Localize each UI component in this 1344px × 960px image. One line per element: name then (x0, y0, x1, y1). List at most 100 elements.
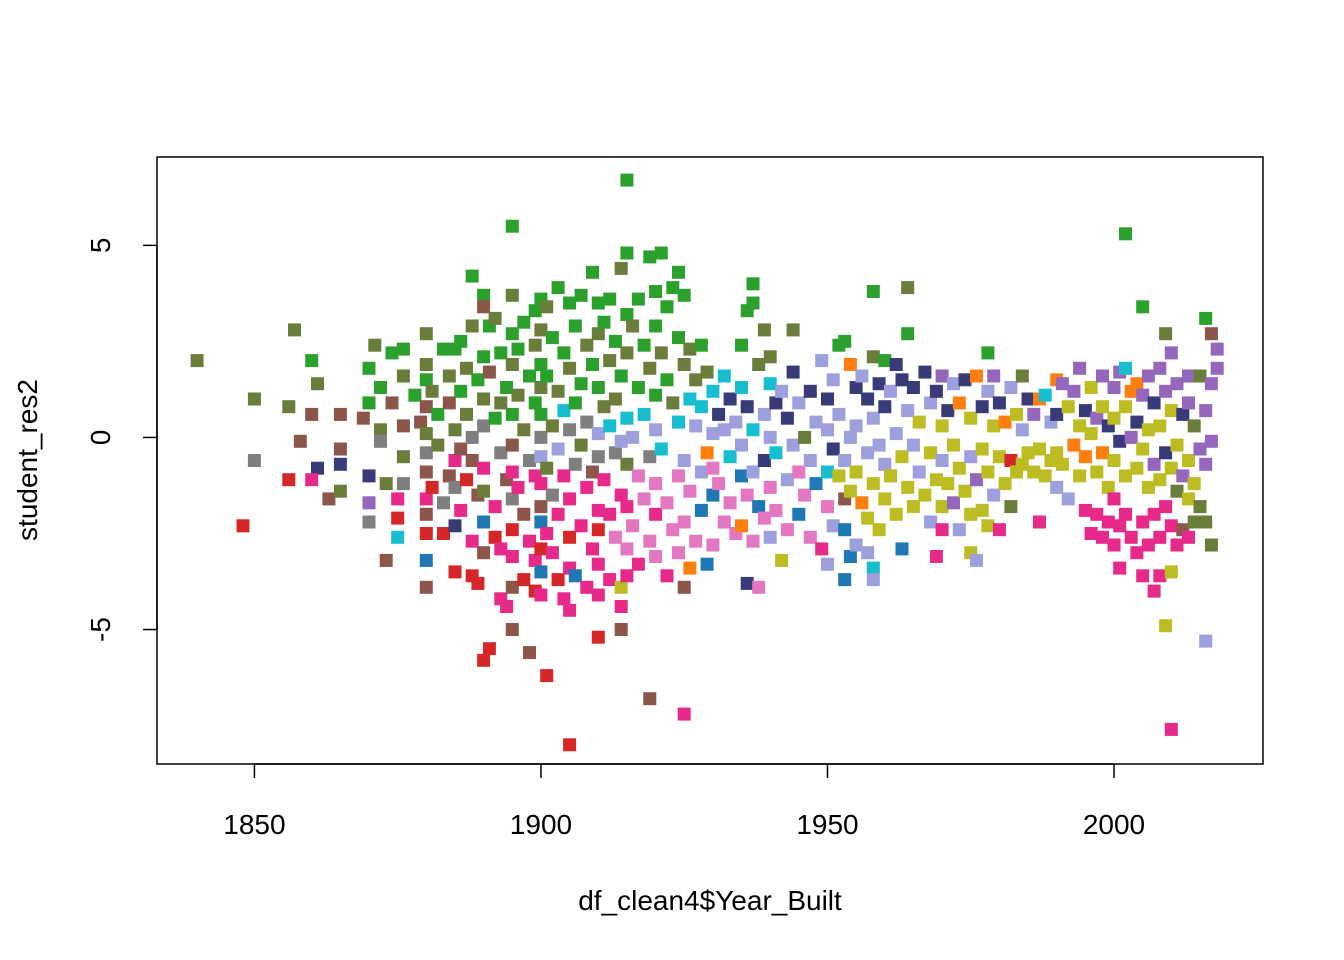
data-point (431, 407, 445, 421)
data-point (1193, 500, 1207, 514)
data-point (528, 553, 542, 567)
data-point (1015, 423, 1029, 437)
data-point (706, 461, 720, 475)
data-point (631, 469, 645, 483)
data-point (929, 550, 943, 563)
data-point (437, 496, 450, 510)
data-point (1119, 361, 1132, 375)
data-point (694, 503, 708, 517)
data-point (614, 580, 628, 594)
data-point (1164, 346, 1178, 360)
data-point (769, 396, 783, 410)
data-point (1199, 457, 1213, 471)
data-point (706, 488, 720, 502)
data-point (958, 484, 972, 498)
data-point (534, 323, 548, 337)
data-point (666, 523, 680, 537)
data-point (866, 477, 880, 491)
data-point (895, 373, 909, 387)
data-point (838, 573, 852, 587)
data-point (305, 473, 319, 487)
data-point (528, 396, 542, 410)
data-point (437, 527, 450, 540)
data-point (775, 384, 789, 398)
data-point (763, 480, 777, 494)
data-point (964, 411, 978, 425)
data-point (471, 373, 485, 387)
data-point (906, 438, 920, 452)
data-point (838, 334, 852, 348)
data-point (694, 400, 708, 414)
data-point (419, 400, 433, 414)
data-point (591, 296, 605, 310)
data-point (649, 507, 663, 521)
data-point (586, 358, 599, 371)
data-point (775, 553, 789, 567)
data-point (1136, 515, 1150, 529)
data-point (568, 569, 582, 583)
data-point (694, 465, 708, 479)
data-point (385, 396, 399, 410)
data-point (763, 430, 777, 444)
data-point (1055, 377, 1069, 391)
data-point (425, 480, 439, 494)
data-point (511, 480, 525, 494)
data-point (866, 411, 880, 425)
data-point (689, 419, 703, 433)
data-point (889, 358, 903, 371)
data-point (505, 465, 519, 479)
data-point (494, 446, 508, 460)
data-point (878, 354, 892, 368)
y-tick-label: -5 (85, 617, 116, 642)
data-point (803, 384, 817, 398)
data-point (1141, 369, 1155, 383)
data-point (935, 419, 949, 433)
data-point (723, 496, 737, 510)
data-point (614, 369, 628, 383)
data-point (987, 419, 1001, 433)
data-point (901, 404, 915, 418)
data-point (941, 404, 955, 418)
data-point (1176, 469, 1190, 483)
data-point (333, 484, 347, 498)
data-point (746, 423, 760, 437)
data-point (1153, 473, 1167, 487)
data-point (780, 473, 794, 487)
data-point (465, 534, 479, 548)
data-point (1136, 442, 1150, 456)
data-point (442, 396, 456, 410)
data-point (1141, 480, 1155, 494)
data-point (608, 530, 622, 544)
data-point (1033, 515, 1046, 529)
data-point (534, 381, 548, 394)
data-point (305, 407, 319, 421)
data-point (540, 461, 554, 475)
data-point (1050, 446, 1064, 460)
data-point (1050, 407, 1064, 421)
data-point (391, 530, 405, 544)
data-point (620, 457, 634, 471)
data-point (385, 346, 399, 360)
data-point (1176, 407, 1190, 421)
data-point (1038, 388, 1052, 402)
data-point (878, 492, 892, 506)
data-point (603, 419, 617, 433)
data-point (987, 369, 1001, 383)
data-point (1004, 454, 1018, 467)
x-tick-label: 1900 (510, 809, 572, 840)
data-point (419, 527, 433, 540)
data-point (534, 588, 548, 602)
data-point (362, 496, 376, 510)
data-point (975, 400, 989, 414)
data-point (843, 484, 857, 498)
data-point (591, 381, 605, 394)
data-point (649, 285, 663, 298)
data-point (523, 534, 536, 548)
data-point (849, 465, 863, 479)
data-point (591, 523, 605, 537)
data-point (1130, 415, 1144, 429)
data-point (1107, 538, 1121, 552)
data-point (700, 557, 714, 571)
data-point (637, 407, 651, 421)
data-point (1141, 423, 1155, 437)
